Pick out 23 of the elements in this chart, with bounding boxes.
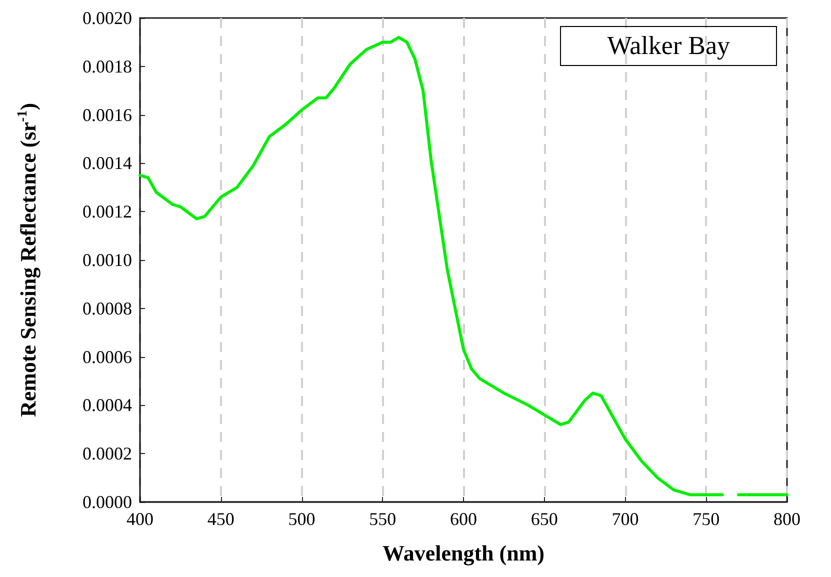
- x-axis-title: Wavelength (nm): [382, 540, 544, 566]
- x-tick-label: 700: [612, 509, 639, 529]
- y-tick-label: 0.0010: [82, 250, 132, 270]
- annotation: Walker Bay: [560, 26, 777, 66]
- y-tick-label: 0.0006: [82, 346, 132, 367]
- x-tick-label: 500: [288, 509, 316, 529]
- y-tick-label: 0.0016: [82, 104, 132, 125]
- y-tick-label: 0.0012: [82, 202, 132, 222]
- y-tick-label: 0.0000: [82, 492, 132, 512]
- y-tick-label: 0.0008: [82, 298, 132, 318]
- y-tick-label: 0.0020: [82, 8, 132, 28]
- x-tick-label: 450: [207, 509, 234, 529]
- y-axis-title: Remote Sensing Reflectance (sr-1): [16, 102, 40, 418]
- x-tick-label: 550: [369, 509, 396, 529]
- x-tick-label: 800: [774, 509, 800, 529]
- x-tick-label: 400: [126, 509, 154, 529]
- x-tick-label: 750: [692, 509, 720, 529]
- y-tick-label: 0.0014: [82, 153, 132, 174]
- x-tick-label: 600: [450, 509, 477, 529]
- y-tick-label: 0.0004: [82, 395, 132, 416]
- y-tick-label: 0.0018: [82, 56, 132, 76]
- x-tick-label: 650: [530, 509, 558, 529]
- y-tick-label: 0.0002: [82, 444, 132, 464]
